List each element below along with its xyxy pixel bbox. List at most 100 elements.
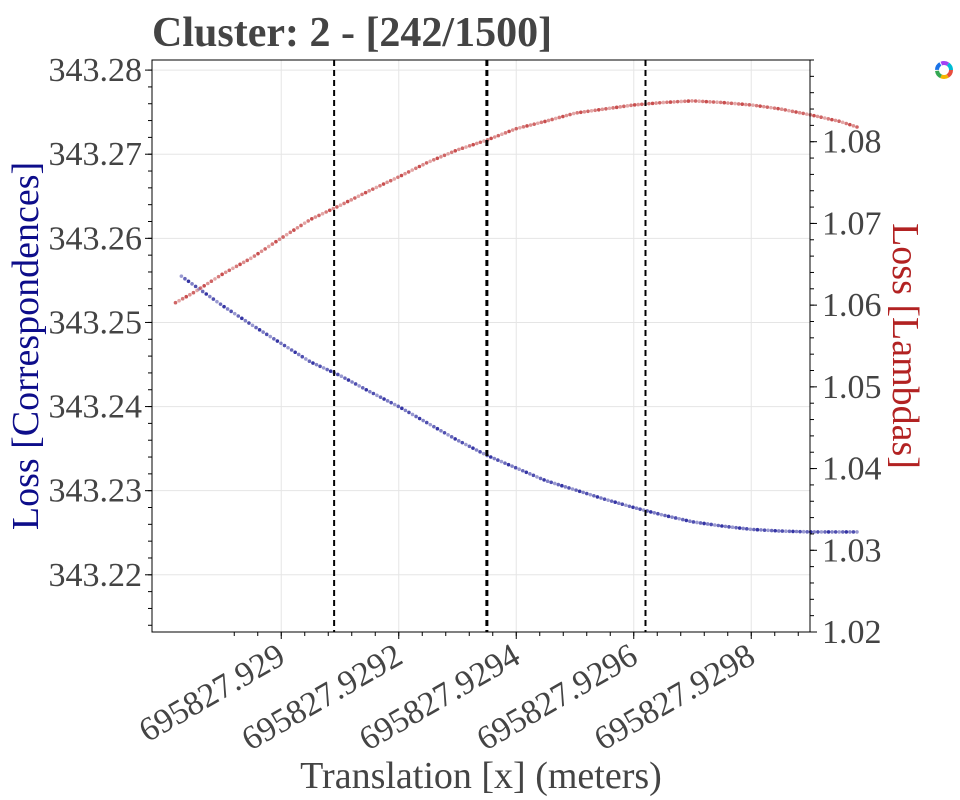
data-point	[582, 110, 587, 114]
data-point	[272, 337, 276, 341]
data-point	[241, 260, 246, 265]
data-point	[609, 499, 614, 503]
x-axis-label: Translation [x] (meters)	[300, 755, 662, 797]
data-point	[282, 343, 287, 348]
data-point	[726, 101, 730, 105]
data-point	[357, 384, 361, 388]
y-right-tick-label: 1.04	[822, 451, 882, 488]
data-point	[370, 187, 375, 191]
data-point	[840, 530, 845, 534]
data-point	[632, 103, 637, 107]
data-point	[456, 439, 461, 443]
data-point	[528, 123, 533, 127]
data-point	[417, 164, 422, 169]
data-point	[812, 113, 816, 118]
data-point	[575, 111, 580, 115]
data-point	[506, 462, 511, 467]
y-left-tick-label: 343.23	[49, 473, 143, 510]
data-point	[801, 529, 806, 534]
data-point	[636, 102, 640, 107]
y-left-axis-label: Loss [Correspondences]	[5, 162, 47, 530]
data-point	[338, 203, 343, 207]
data-point	[204, 292, 209, 296]
data-point	[776, 529, 781, 533]
data-point	[730, 525, 735, 530]
data-point	[784, 529, 788, 534]
data-point	[521, 125, 526, 129]
data-point	[532, 122, 536, 126]
data-point	[238, 262, 242, 267]
data-point	[460, 146, 465, 151]
data-point	[442, 153, 447, 158]
data-point	[670, 515, 674, 519]
data-point	[279, 341, 283, 346]
data-point	[557, 115, 562, 120]
data-point	[478, 140, 483, 145]
data-point	[467, 444, 472, 449]
data-point	[314, 362, 319, 367]
data-point	[791, 529, 795, 534]
data-point	[435, 156, 440, 161]
data-point	[595, 495, 600, 499]
data-point	[779, 107, 784, 112]
data-point	[243, 318, 248, 323]
data-point	[794, 529, 799, 534]
data-point	[191, 290, 196, 295]
data-point	[318, 364, 322, 369]
data-point	[188, 292, 192, 297]
data-point	[400, 406, 404, 411]
data-point	[638, 507, 642, 511]
data-point	[467, 144, 472, 148]
data-point	[833, 118, 838, 123]
data-point	[695, 520, 699, 525]
data-point	[812, 530, 817, 534]
data-point	[453, 149, 458, 153]
data-point	[263, 247, 267, 251]
data-point	[675, 99, 680, 104]
data-point	[474, 448, 479, 452]
data-point	[556, 482, 561, 487]
bokeh-logo-icon[interactable]	[934, 60, 954, 80]
data-point	[220, 272, 224, 277]
data-point	[855, 125, 859, 129]
data-point	[765, 105, 770, 109]
data-point	[284, 232, 289, 237]
data-point	[794, 110, 798, 114]
data-point	[776, 106, 780, 111]
data-point	[705, 522, 710, 526]
data-point	[618, 105, 623, 109]
data-point	[446, 152, 450, 156]
data-point	[684, 518, 689, 523]
data-point	[709, 522, 714, 527]
data-point	[275, 339, 280, 343]
data-point	[296, 352, 301, 357]
data-point	[488, 455, 493, 459]
data-point	[680, 517, 685, 522]
data-point	[844, 121, 849, 126]
y-right-tick-label: 1.02	[822, 614, 882, 651]
data-point	[382, 397, 386, 401]
data-point	[634, 506, 639, 511]
data-point	[193, 284, 198, 289]
data-point	[672, 100, 676, 104]
data-point	[496, 133, 501, 138]
data-point	[683, 99, 687, 104]
data-point	[604, 107, 608, 111]
data-point	[236, 314, 241, 318]
y-right-tick-label: 1.06	[822, 287, 882, 324]
data-point	[247, 321, 251, 325]
y-left-tick-label: 343.25	[49, 304, 143, 341]
data-point	[754, 103, 759, 108]
data-point	[589, 109, 594, 113]
data-point	[553, 116, 558, 121]
data-point	[503, 131, 508, 135]
data-point	[375, 393, 379, 398]
data-point	[385, 180, 389, 185]
data-point	[496, 458, 500, 462]
data-point	[593, 108, 597, 113]
data-point	[179, 274, 184, 278]
data-point	[543, 119, 547, 124]
data-point	[343, 376, 347, 380]
data-point	[410, 168, 415, 172]
data-point	[571, 111, 576, 116]
